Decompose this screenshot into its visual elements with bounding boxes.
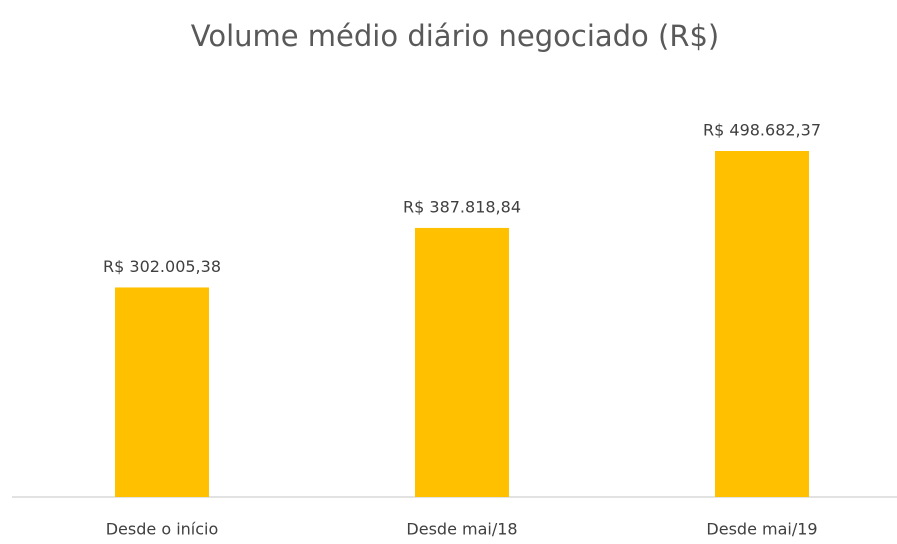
chart-title: Volume médio diário negociado (R$)	[191, 19, 720, 53]
data-label: R$ 387.818,84	[403, 197, 521, 216]
bar	[115, 287, 209, 497]
data-label: R$ 498.682,37	[703, 121, 821, 140]
bar	[415, 227, 509, 497]
x-tick-label: Desde mai/19	[706, 520, 817, 539]
data-label: R$ 302.005,38	[103, 257, 221, 276]
x-tick-label: Desde mai/18	[406, 520, 517, 539]
x-tick-label: Desde o início	[106, 520, 219, 539]
bar	[715, 151, 809, 497]
